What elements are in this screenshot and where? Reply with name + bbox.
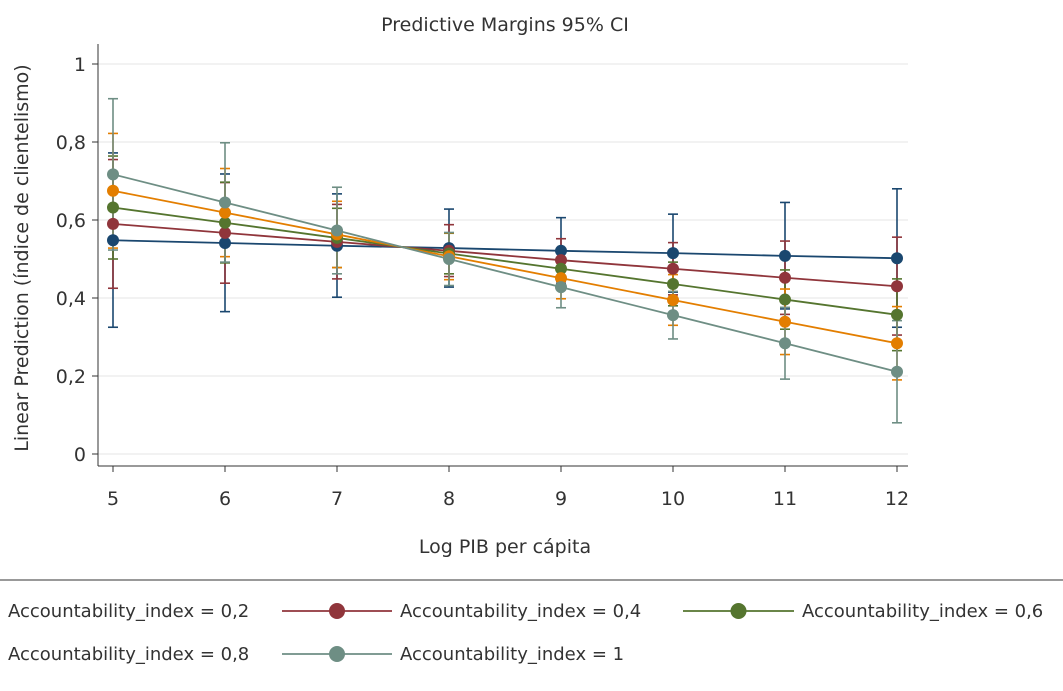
data-point [555, 244, 567, 257]
data-point [443, 253, 455, 265]
y-tick-label: 0,4 [56, 288, 86, 310]
x-axis-label: Log PIB per cápita [419, 536, 591, 558]
data-point [779, 315, 791, 328]
y-tick-label: 0,2 [56, 366, 86, 388]
data-point [891, 365, 903, 378]
data-point [667, 262, 679, 275]
legend: Accountability_index = 0,2 Accountability… [0, 579, 1063, 665]
data-point [107, 201, 119, 214]
data-point [891, 308, 903, 321]
data-point [891, 280, 903, 293]
legend-label: Accountability_index = 0,8 [8, 644, 249, 665]
series-lines [112, 173, 898, 373]
axes: 0 0,2 0,4 0,6 0,8 1 5 6 7 8 9 10 11 12 [56, 44, 909, 510]
x-tick-label: 11 [773, 488, 797, 510]
y-tick-label: 1 [74, 54, 86, 76]
data-point [891, 337, 903, 350]
data-point [219, 237, 231, 250]
x-tick-label: 9 [555, 488, 567, 510]
series-line [112, 173, 898, 373]
data-point [107, 217, 119, 230]
x-tick-label: 5 [107, 488, 119, 510]
data-point [667, 247, 679, 260]
legend-label: Accountability_index = 0,4 [400, 601, 641, 622]
data-point [219, 216, 231, 229]
y-tick-label: 0,8 [56, 132, 86, 154]
data-point [555, 254, 567, 267]
x-tick-label: 6 [219, 488, 231, 510]
series-points [107, 168, 903, 378]
data-point [219, 196, 231, 209]
data-point [779, 271, 791, 284]
legend-label: Accountability_index = 1 [400, 644, 624, 665]
x-tick-label: 7 [331, 488, 343, 510]
data-point [667, 277, 679, 290]
data-point [555, 281, 567, 294]
data-point [219, 206, 231, 219]
y-tick-label: 0 [74, 444, 86, 466]
data-point [779, 293, 791, 306]
data-point [107, 168, 119, 181]
data-point [667, 309, 679, 322]
x-tick-label: 10 [661, 488, 685, 510]
data-point [779, 249, 791, 262]
legend-key-marker [329, 646, 345, 662]
legend-key-marker [730, 603, 747, 619]
data-point [219, 226, 231, 239]
legend-key-marker [329, 603, 345, 619]
x-tick-label: 12 [885, 488, 909, 510]
data-point [107, 184, 119, 197]
legend-label: Accountability_index = 0,6 [802, 601, 1043, 622]
series-line [112, 206, 898, 316]
series-line [112, 239, 898, 260]
data-point [555, 272, 567, 285]
data-point [779, 337, 791, 350]
legend-label: Accountability_index = 0,2 [8, 601, 249, 622]
data-point [555, 262, 567, 275]
data-point [667, 293, 679, 306]
data-point [891, 252, 903, 265]
grid-lines [98, 63, 908, 455]
series-line [112, 189, 898, 345]
y-axis-label: Linear Prediction (índice de clientelism… [11, 64, 33, 451]
data-point [331, 224, 343, 237]
data-point [107, 234, 119, 247]
chart-title: Predictive Margins 95% CI [381, 14, 629, 36]
x-tick-label: 8 [443, 488, 455, 510]
series-line [112, 223, 898, 288]
y-tick-label: 0,6 [56, 210, 86, 232]
